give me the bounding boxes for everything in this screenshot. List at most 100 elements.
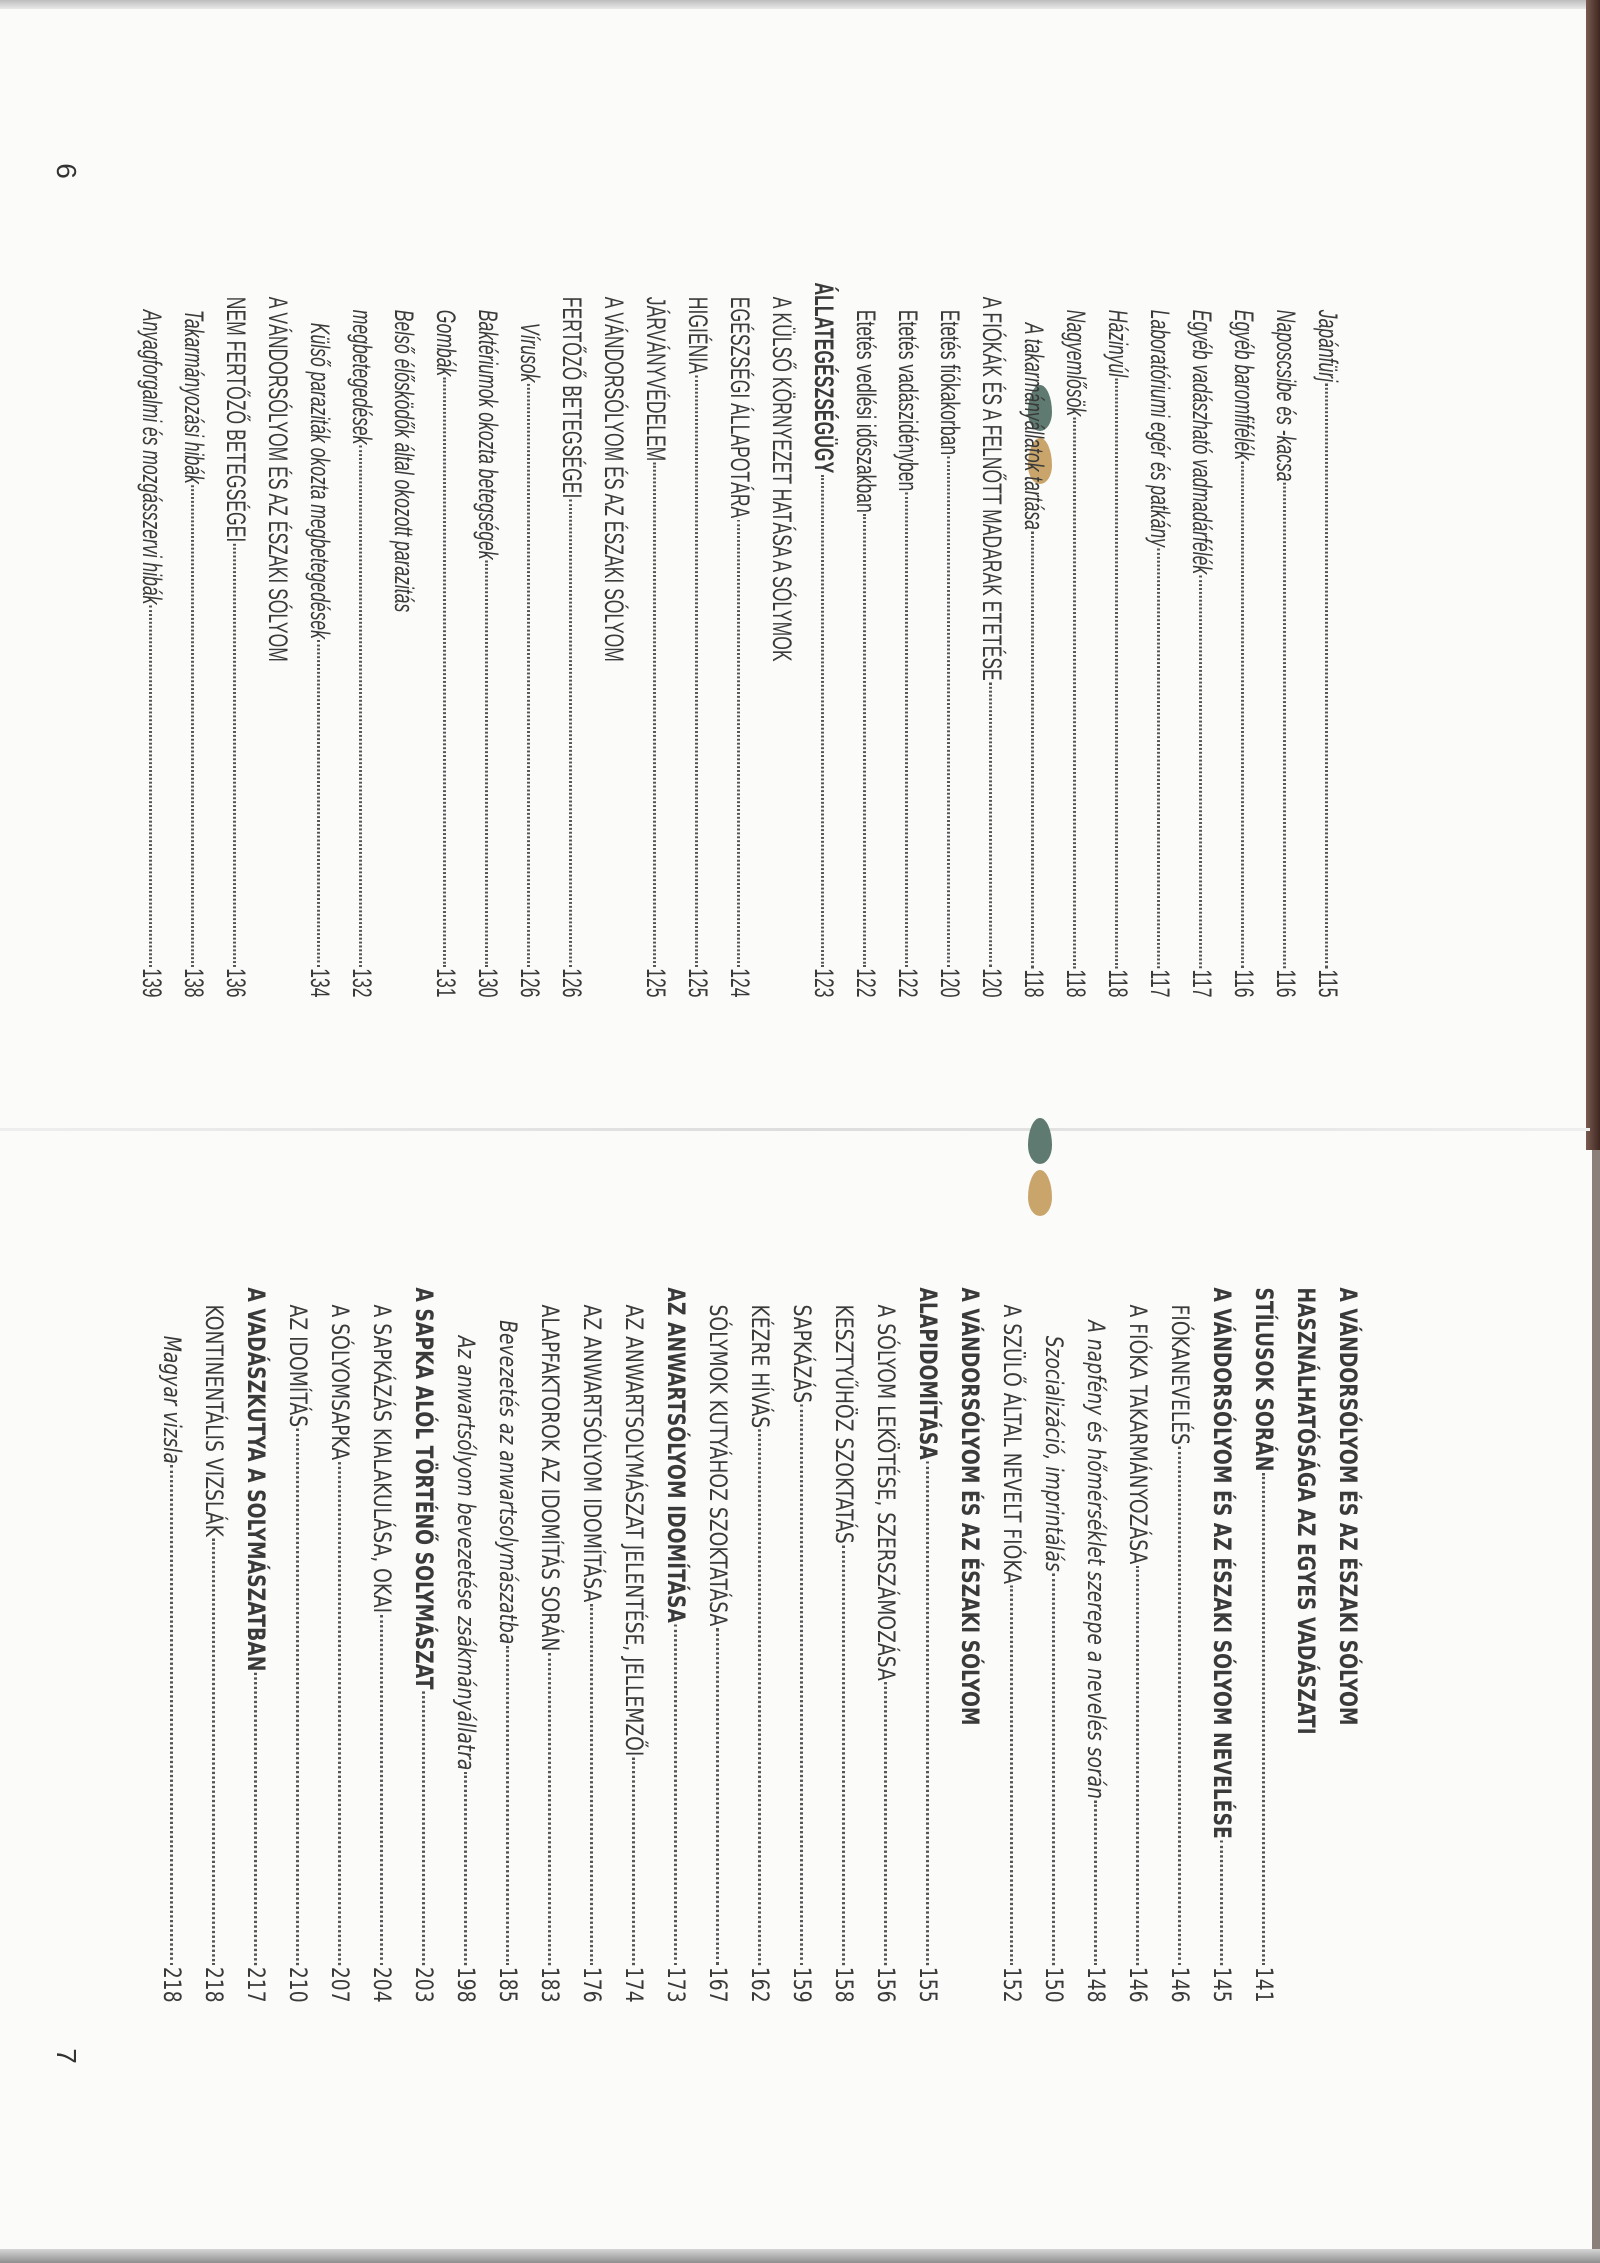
toc-entry: A takarmányállatok tartása 118 — [1013, 283, 1055, 998]
dot-leader — [674, 1624, 677, 1966]
toc-entry: A napfény és hőmérséklet szerepe a nevel… — [1075, 1287, 1117, 2003]
toc-page-ref: 185 — [494, 1966, 522, 2003]
toc-entry-title: Laboratóriumi egér és patkány — [1145, 309, 1175, 547]
toc-entry: SÓLYMOK KUTYÁHOZ SZOKTATÁSA 167 — [697, 1287, 739, 2003]
toc-page-ref: 159 — [788, 1966, 816, 2003]
leaf-ornament-icon — [1028, 1170, 1052, 1216]
toc-entry: Külső paraziták okozta megbetegedések 134 — [299, 283, 341, 998]
toc-entry-title: A KÜLSŐ KÖRNYEZET HATÁSA A SÓLYMOK — [767, 296, 797, 662]
toc-entry-title: STÍLUSOK SORÁN — [1250, 1287, 1278, 1472]
dot-leader — [233, 543, 236, 967]
toc-entry: Etetés vedlési időszakban 122 — [845, 283, 887, 998]
dot-leader — [1262, 1472, 1265, 1966]
page-number: 6 — [50, 163, 82, 179]
toc-page-ref: 120 — [935, 968, 965, 998]
toc-entry: AZ ANWARTSÓLYOM IDOMÍTÁSA 173 — [655, 1287, 697, 2002]
leaf-ornament-icon — [1028, 438, 1052, 484]
dot-leader — [821, 474, 824, 967]
toc-entry: Magyar vizsla 218 — [151, 1287, 193, 2003]
toc-page-ref: 148 — [1082, 1966, 1110, 2003]
toc-page-ref: 139 — [137, 968, 167, 998]
dot-leader — [590, 1603, 593, 1966]
toc-entry-title: Nagyemlősök — [1061, 309, 1091, 417]
toc-entry-title: NEM FERTŐZŐ BETEGSÉGEI — [221, 296, 251, 543]
toc-page-ref: 150 — [1040, 1966, 1068, 2003]
dot-leader — [506, 1645, 509, 1966]
toc-entry: Japánfürj 115 — [1307, 283, 1349, 998]
toc-entry: KONTINENTÁLIS VIZSLÁK 218 — [193, 1287, 235, 2003]
toc-page-ref: 138 — [179, 968, 209, 998]
toc-entry: Nagyemlősök 118 — [1055, 283, 1097, 998]
toc-entry-title: Az anwartsólyom bevezetése zsákmányállat… — [452, 1335, 480, 1771]
dot-leader — [989, 682, 992, 967]
toc-entry: megbetegedések 132 — [341, 283, 383, 998]
leaf-ornament-icon — [1028, 385, 1052, 431]
toc-entry-title: A napfény és hőmérséklet szerepe a nevel… — [1082, 1320, 1110, 1799]
dot-leader — [1220, 1840, 1223, 1966]
toc-entry: A VÁNDORSÓLYOM ÉS AZ ÉSZAKI SÓLYOM — [593, 283, 635, 998]
toc-entry-title: A VÁNDORSÓLYOM ÉS AZ ÉSZAKI SÓLYOM — [1334, 1287, 1362, 1726]
toc-page-ref: 117 — [1187, 969, 1217, 998]
toc-page-ref: 117 — [1145, 969, 1175, 998]
toc-entry-title: EGÉSZSÉGI ÁLLAPOTÁRA — [725, 296, 755, 519]
toc-page-ref: 115 — [1313, 969, 1343, 998]
toc-entry: Az anwartsólyom bevezetése zsákmányállat… — [445, 1287, 487, 2003]
toc-entry: STÍLUSOK SORÁN 141 — [1243, 1287, 1285, 2002]
dot-leader — [632, 1758, 635, 1966]
toc-entry-title: Etetés vadászidényben — [893, 309, 923, 492]
toc-page-ref: 136 — [221, 968, 251, 998]
toc-entry: A SAPKA ALÓL TÖRTÉNŐ SOLYMÁSZAT 203 — [403, 1287, 445, 2002]
toc-page-ref: 130 — [473, 968, 503, 998]
dot-leader — [1073, 417, 1076, 969]
toc-page-ref: 167 — [704, 1966, 732, 2003]
toc-entry: Naposcsibe és -kacsa 116 — [1265, 283, 1307, 998]
book-cover-edge-lower — [1592, 1150, 1600, 2250]
toc-entry: Gombák 131 — [425, 283, 467, 998]
dot-leader — [149, 605, 152, 967]
toc-page-ref: 116 — [1229, 969, 1259, 998]
toc-entry-title: Bevezetés az anwartsolymászatba — [494, 1320, 522, 1645]
toc-entry: A SZÜLŐ ÁLTAL NEVELT FIÓKA 152 — [991, 1287, 1033, 2003]
dot-leader — [905, 492, 908, 967]
toc-entry-title: AZ ANWARTSOLYMÁSZAT JELENTÉSE, JELLEMZŐI — [620, 1304, 648, 1757]
toc-entry-title: KONTINENTÁLIS VIZSLÁK — [200, 1304, 228, 1537]
toc-entry-title: Egyéb baromfifélék — [1229, 309, 1259, 461]
toc-entry: KESZTYŰHÖZ SZOKTATÁS 158 — [823, 1287, 865, 2003]
toc-entry-title: A SÓLYOMSAPKA — [326, 1304, 354, 1461]
toc-entry-title: Etetés vedlési időszakban — [851, 309, 881, 513]
toc-page-right: A VÁNDORSÓLYOM ÉS AZ ÉSZAKI SÓLYOM HASZNÁ… — [151, 1287, 1369, 2002]
dot-leader — [1136, 1565, 1139, 1966]
dot-leader — [1115, 378, 1118, 969]
toc-page-ref: 122 — [851, 968, 881, 998]
dot-leader — [548, 1652, 551, 1966]
toc-entry: Házinyúl 118 — [1097, 283, 1139, 998]
toc-entry-title: ALAPIDOMÍTÁSA — [914, 1287, 942, 1460]
toc-entry-title: A SAPKÁZÁS KIALAKULÁSA, OKAI — [368, 1304, 396, 1614]
toc-page-ref: 120 — [977, 968, 1007, 998]
toc-entry: FIÓKANEVELÉS 146 — [1159, 1287, 1201, 2003]
toc-page-ref: 176 — [578, 1966, 606, 2003]
dot-leader — [254, 1673, 257, 1966]
toc-page-left: Japánfürj 115 Naposcsibe és -kacsa 116 Egyéb… — [131, 283, 1349, 998]
toc-page-ref: 156 — [872, 1966, 900, 2003]
toc-entry: AZ ANWARTSOLYMÁSZAT JELENTÉSE, JELLEMZŐI… — [613, 1287, 655, 2003]
toc-entry-title: AZ ANWARTSÓLYOM IDOMÍTÁSA — [662, 1287, 690, 1623]
page-gutter — [0, 1128, 1590, 1131]
toc-page-ref: 183 — [536, 1966, 564, 2003]
dot-leader — [569, 499, 572, 967]
dot-leader — [1199, 575, 1202, 969]
dot-leader — [758, 1429, 761, 1966]
dot-leader — [170, 1465, 173, 1966]
dot-leader — [737, 519, 740, 967]
toc-entry-title: SÓLYMOK KUTYÁHOZ SZOKTATÁSA — [704, 1304, 732, 1627]
toc-entry: Etetés vadászidényben 122 — [887, 283, 929, 998]
dot-leader — [1325, 383, 1328, 969]
toc-page-ref: 126 — [515, 968, 545, 998]
dot-leader — [800, 1404, 803, 1966]
toc-entry: Szocializáció, imprintálás 150 — [1033, 1287, 1075, 2003]
toc-entry-title: KESZTYŰHÖZ SZOKTATÁS — [830, 1304, 858, 1544]
toc-entry: AZ ANWARTSÓLYOM IDOMÍTÁSA 176 — [571, 1287, 613, 2003]
toc-entry-title: Külső paraziták okozta megbetegedések — [305, 322, 335, 639]
toc-entry: JÁRVÁNYVÉDELEM 125 — [635, 283, 677, 998]
toc-entry-title: SAPKÁZÁS — [788, 1304, 816, 1404]
